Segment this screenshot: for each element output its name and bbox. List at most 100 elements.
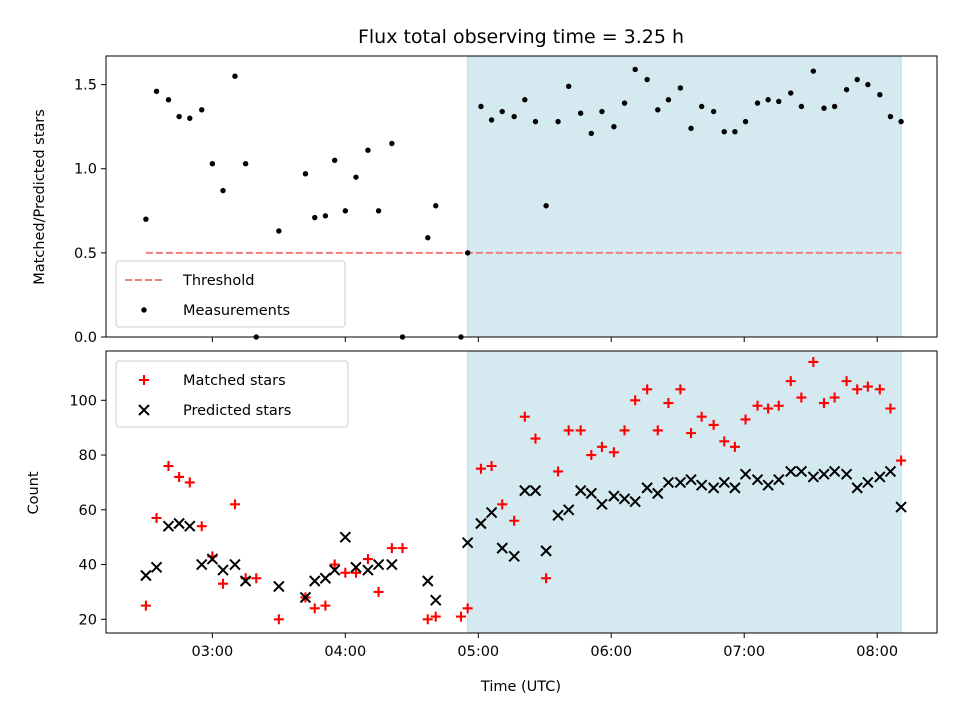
data-point (874, 384, 885, 395)
x-tick-label: 07:00 (723, 644, 765, 660)
data-point (662, 476, 675, 489)
data-point (456, 611, 467, 622)
top-y-axis-label: Matched/Predicted stars (32, 109, 48, 285)
data-point (854, 76, 860, 83)
data-point (532, 118, 539, 125)
data-point (754, 100, 761, 106)
legend-box (115, 360, 349, 428)
data-point (773, 473, 785, 486)
data-point (165, 97, 172, 103)
data-point (885, 403, 896, 414)
x-tick-label: 08:00 (856, 644, 898, 660)
data-point (173, 517, 185, 530)
data-point (611, 123, 617, 130)
data-point (143, 216, 149, 222)
data-point (555, 118, 561, 125)
data-point (218, 578, 229, 589)
data-point (553, 466, 564, 477)
data-point (810, 68, 817, 74)
data-point (151, 513, 162, 524)
bottom-y-axis-label: Count (26, 471, 42, 514)
data-point (353, 174, 359, 180)
legend-label: Measurements (183, 303, 290, 319)
legend-marker (138, 404, 150, 416)
data-point (462, 603, 473, 614)
data-point (874, 471, 886, 483)
data-point (309, 603, 320, 614)
data-point (562, 504, 575, 516)
data-point (695, 479, 708, 491)
data-point (618, 493, 631, 505)
data-point (340, 567, 351, 578)
y-tick-label: 40 (79, 558, 97, 574)
data-point (675, 384, 686, 395)
data-point (818, 398, 829, 409)
data-point (577, 110, 584, 116)
legend-marker (141, 307, 147, 313)
data-point (217, 564, 229, 576)
data-point (509, 515, 520, 526)
data-point (686, 428, 697, 439)
data-point (752, 400, 763, 411)
data-point (163, 460, 174, 471)
data-point (788, 90, 794, 96)
data-point (478, 103, 484, 110)
data-point (821, 105, 827, 111)
data-point (862, 476, 874, 489)
data-point (630, 395, 641, 406)
data-point (350, 561, 362, 573)
data-point (721, 129, 727, 135)
y-tick-label: 0.0 (74, 330, 97, 346)
y-tick-label: 1.5 (74, 78, 97, 94)
x-tick-label: 03:00 (191, 644, 233, 660)
y-tick-label: 20 (79, 612, 97, 628)
data-point (688, 125, 694, 132)
series-measurements (143, 66, 904, 340)
data-point (718, 476, 730, 489)
data-point (596, 498, 608, 511)
data-point (828, 465, 841, 478)
data-point (887, 113, 894, 120)
data-point (312, 214, 318, 221)
data-point (619, 425, 630, 436)
data-point (372, 558, 385, 571)
data-point (896, 455, 907, 466)
data-point (206, 553, 219, 565)
data-point (389, 140, 395, 147)
data-point (540, 545, 552, 557)
data-point (320, 600, 331, 611)
data-point (629, 495, 641, 508)
data-point (331, 157, 338, 164)
data-point (763, 403, 774, 414)
y-tick-label: 0.5 (74, 246, 97, 262)
data-point (342, 208, 349, 214)
data-point (543, 203, 549, 209)
data-point (273, 580, 285, 593)
data-point (773, 400, 784, 411)
data-point (574, 484, 587, 497)
data-point (808, 356, 819, 367)
data-point (696, 411, 707, 422)
data-point (599, 108, 605, 115)
data-point (140, 569, 152, 582)
data-point (430, 594, 442, 606)
data-point (153, 88, 160, 95)
data-point (708, 419, 719, 430)
data-point (831, 103, 838, 110)
data-point (362, 564, 374, 576)
data-point (486, 460, 497, 471)
top-panel: 0.0 0.5 1.0 1.5 Threshold Measurements (74, 55, 938, 346)
data-point (184, 520, 196, 532)
data-point (608, 447, 619, 458)
data-point (776, 98, 782, 105)
data-point (563, 425, 574, 436)
shaded-region (467, 350, 902, 634)
data-point (843, 86, 850, 93)
data-point (762, 479, 774, 491)
data-point (511, 113, 517, 120)
data-point (242, 160, 249, 167)
data-point (299, 591, 312, 604)
y-tick-label: 60 (79, 503, 97, 519)
data-point (719, 436, 730, 447)
